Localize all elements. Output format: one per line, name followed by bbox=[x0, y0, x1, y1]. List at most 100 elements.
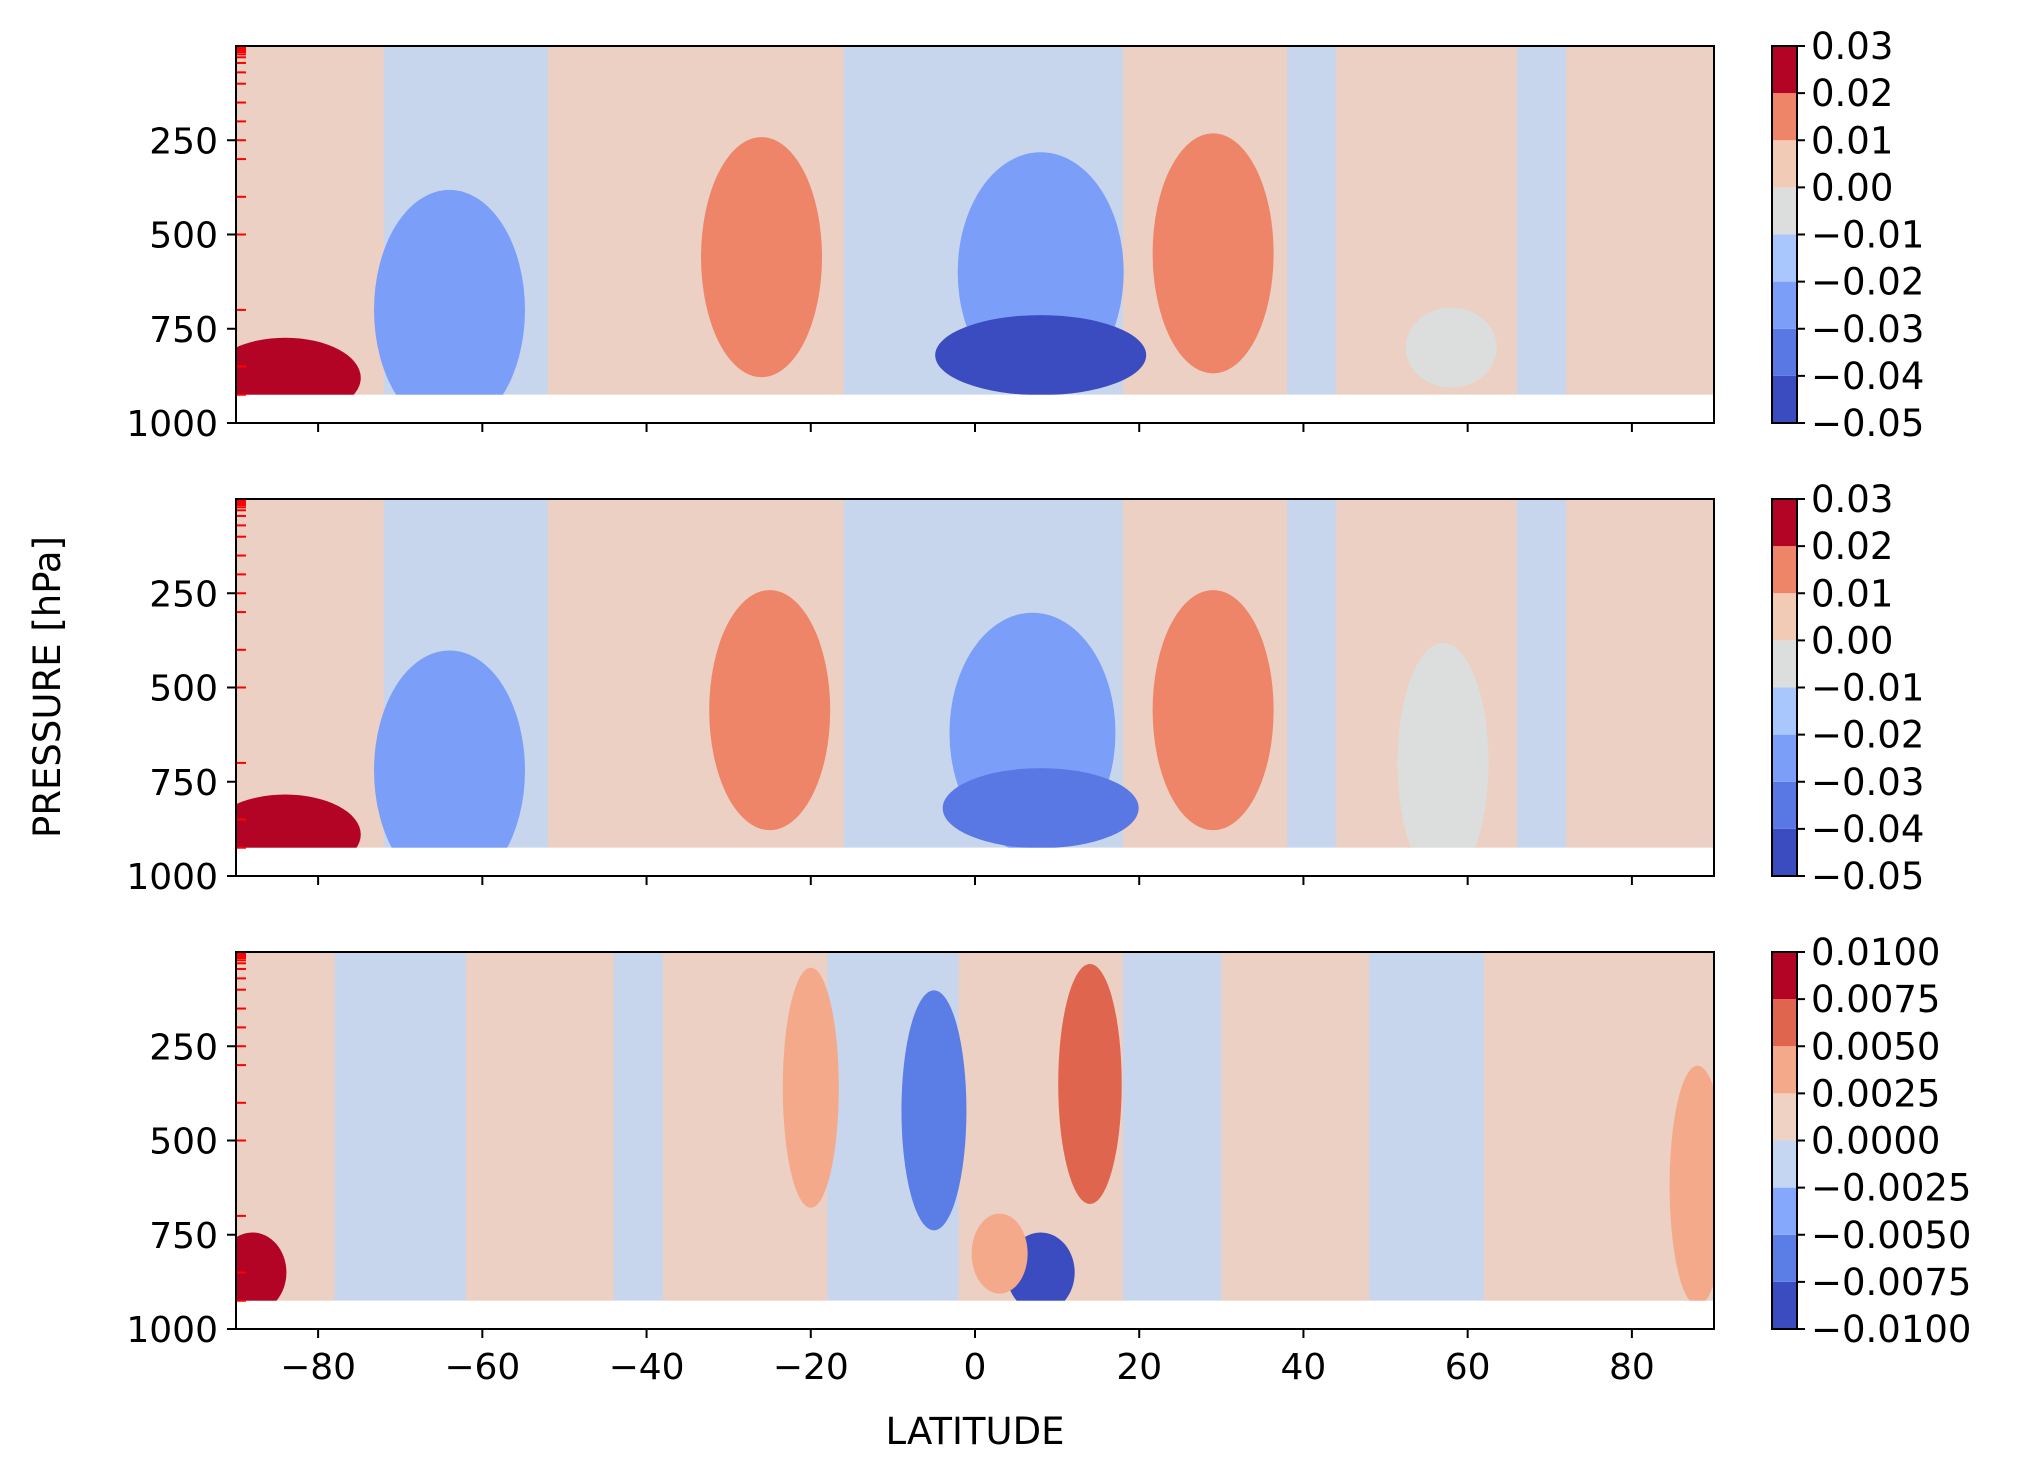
colorbar-tick-label: −0.02 bbox=[1811, 714, 1924, 757]
x-tick-label: −60 bbox=[444, 1347, 520, 1388]
contour-feature bbox=[1152, 590, 1274, 831]
colorbar-segment bbox=[1772, 952, 1797, 1000]
x-tick-label: 60 bbox=[1445, 1347, 1491, 1388]
colorbar-tick-label: 0.0100 bbox=[1811, 931, 1940, 974]
colorbar-3: 0.01000.00750.00500.00250.0000−0.0025−0.… bbox=[1771, 931, 1971, 1351]
colorbar-tick-label: 0.01 bbox=[1811, 572, 1893, 615]
contour-feature bbox=[1397, 642, 1489, 876]
contour-panel-3: 250 500 750 1000 −80 −60 −40 −20 0 20 40 60 80 bbox=[126, 951, 1715, 1388]
colorbar-segment bbox=[1772, 499, 1797, 547]
x-tick-label: 0 bbox=[964, 1347, 987, 1388]
y-tick-label: 500 bbox=[149, 216, 218, 257]
contour-panel-1: 250 500 750 1000 bbox=[126, 45, 1715, 445]
colorbar-tick-label: −0.0075 bbox=[1811, 1261, 1971, 1304]
y-tick-label: 1000 bbox=[126, 404, 218, 445]
y-tick-label: 250 bbox=[149, 574, 218, 615]
colorbar-segment bbox=[1772, 328, 1797, 376]
contour-feature bbox=[1058, 963, 1122, 1204]
colorbar-segment bbox=[1772, 781, 1797, 829]
colorbar-segment bbox=[1772, 140, 1797, 188]
colorbar-tick-label: −0.02 bbox=[1811, 261, 1924, 304]
contour-band bbox=[1566, 46, 1714, 395]
colorbar-segment bbox=[1772, 546, 1797, 594]
contour-feature bbox=[236, 1232, 287, 1313]
x-tick-label: −20 bbox=[773, 1347, 849, 1388]
colorbar-segment bbox=[1772, 593, 1797, 641]
contour-feature bbox=[782, 967, 839, 1208]
x-tick-label: −80 bbox=[280, 1347, 356, 1388]
colorbar-tick-label: −0.05 bbox=[1811, 855, 1924, 898]
contour-band bbox=[1221, 952, 1370, 1301]
contour-feature bbox=[935, 315, 1147, 396]
y-tick-label: 750 bbox=[149, 310, 218, 351]
colorbar-tick-label: 0.0025 bbox=[1811, 1072, 1940, 1115]
contour-band bbox=[236, 46, 384, 395]
x-tick-label: −40 bbox=[609, 1347, 685, 1388]
no-data-strip bbox=[236, 394, 1714, 423]
y-axis-label: PRESSURE [hPa] bbox=[26, 536, 69, 838]
contour-feature bbox=[709, 590, 831, 831]
colorbar-segment bbox=[1772, 1187, 1797, 1235]
colorbar-segment bbox=[1772, 93, 1797, 141]
colorbar-2: 0.030.020.010.00 −0.01−0.02−0.03−0.04−0.0… bbox=[1771, 478, 1924, 898]
y-tick-label: 750 bbox=[149, 1216, 218, 1257]
colorbar-tick-label: 0.03 bbox=[1811, 25, 1893, 68]
colorbar-segment bbox=[1772, 1281, 1797, 1329]
contour-feature bbox=[971, 1213, 1028, 1294]
x-axis-label: LATITUDE bbox=[886, 1410, 1065, 1453]
colorbar-segment bbox=[1772, 1093, 1797, 1141]
contour-feature bbox=[942, 768, 1139, 849]
colorbar-tick-label: 0.01 bbox=[1811, 119, 1893, 162]
colorbar-segment bbox=[1772, 375, 1797, 423]
contour-feature bbox=[1669, 1065, 1714, 1306]
colorbar-tick-label: −0.0100 bbox=[1811, 1308, 1971, 1351]
contour-band bbox=[1566, 499, 1714, 848]
colorbar-tick-label: −0.04 bbox=[1811, 355, 1924, 398]
contour-band bbox=[236, 499, 384, 848]
x-tick-label: 80 bbox=[1609, 1347, 1655, 1388]
contour-feature bbox=[1405, 307, 1497, 388]
y-tick-label: 500 bbox=[149, 1122, 218, 1163]
colorbar-tick-label: −0.05 bbox=[1811, 402, 1924, 445]
colorbar-tick-label: −0.04 bbox=[1811, 808, 1924, 851]
colorbar-segment bbox=[1772, 1046, 1797, 1094]
colorbar-1: 0.030.020.010.00 −0.01−0.02−0.03−0.04−0.0… bbox=[1771, 25, 1924, 445]
colorbar-tick-label: −0.03 bbox=[1811, 761, 1924, 804]
colorbar-tick-label: 0.0000 bbox=[1811, 1120, 1940, 1163]
colorbar-segment bbox=[1772, 1140, 1797, 1188]
no-data-strip bbox=[236, 1300, 1714, 1329]
colorbar-tick-label: 0.00 bbox=[1811, 166, 1893, 209]
colorbar-tick-label: −0.03 bbox=[1811, 308, 1924, 351]
colorbar-segment bbox=[1772, 734, 1797, 782]
contour-band bbox=[465, 952, 614, 1301]
contour-panel-2: 250 500 750 1000 bbox=[126, 498, 1715, 898]
y-tick-label: 500 bbox=[149, 669, 218, 710]
y-tick-label: 250 bbox=[149, 121, 218, 162]
colorbar-segment bbox=[1772, 281, 1797, 329]
colorbar-tick-label: −0.0050 bbox=[1811, 1214, 1971, 1257]
contour-feature bbox=[901, 990, 967, 1231]
contour-feature bbox=[701, 137, 823, 378]
y-tick-label: 1000 bbox=[126, 1310, 218, 1351]
colorbar-segment bbox=[1772, 46, 1797, 94]
contour-feature bbox=[374, 650, 525, 876]
x-tick-label: 40 bbox=[1281, 1347, 1327, 1388]
colorbar-tick-label: −0.01 bbox=[1811, 214, 1924, 257]
contour-feature bbox=[1152, 133, 1274, 374]
y-tick-label: 750 bbox=[149, 763, 218, 804]
colorbar-segment bbox=[1772, 640, 1797, 688]
colorbar-tick-label: 0.03 bbox=[1811, 478, 1893, 521]
contour-feature bbox=[374, 189, 525, 423]
no-data-strip bbox=[236, 847, 1714, 876]
colorbar-segment bbox=[1772, 1234, 1797, 1282]
y-tick-label: 250 bbox=[149, 1027, 218, 1068]
y-tick-label: 1000 bbox=[126, 857, 218, 898]
colorbar-tick-label: −0.01 bbox=[1811, 667, 1924, 710]
colorbar-tick-label: 0.0075 bbox=[1811, 978, 1940, 1021]
colorbar-segment bbox=[1772, 828, 1797, 876]
colorbar-segment bbox=[1772, 187, 1797, 235]
colorbar-tick-label: −0.0025 bbox=[1811, 1167, 1971, 1210]
colorbar-segment bbox=[1772, 687, 1797, 735]
colorbar-tick-label: 0.02 bbox=[1811, 72, 1893, 115]
